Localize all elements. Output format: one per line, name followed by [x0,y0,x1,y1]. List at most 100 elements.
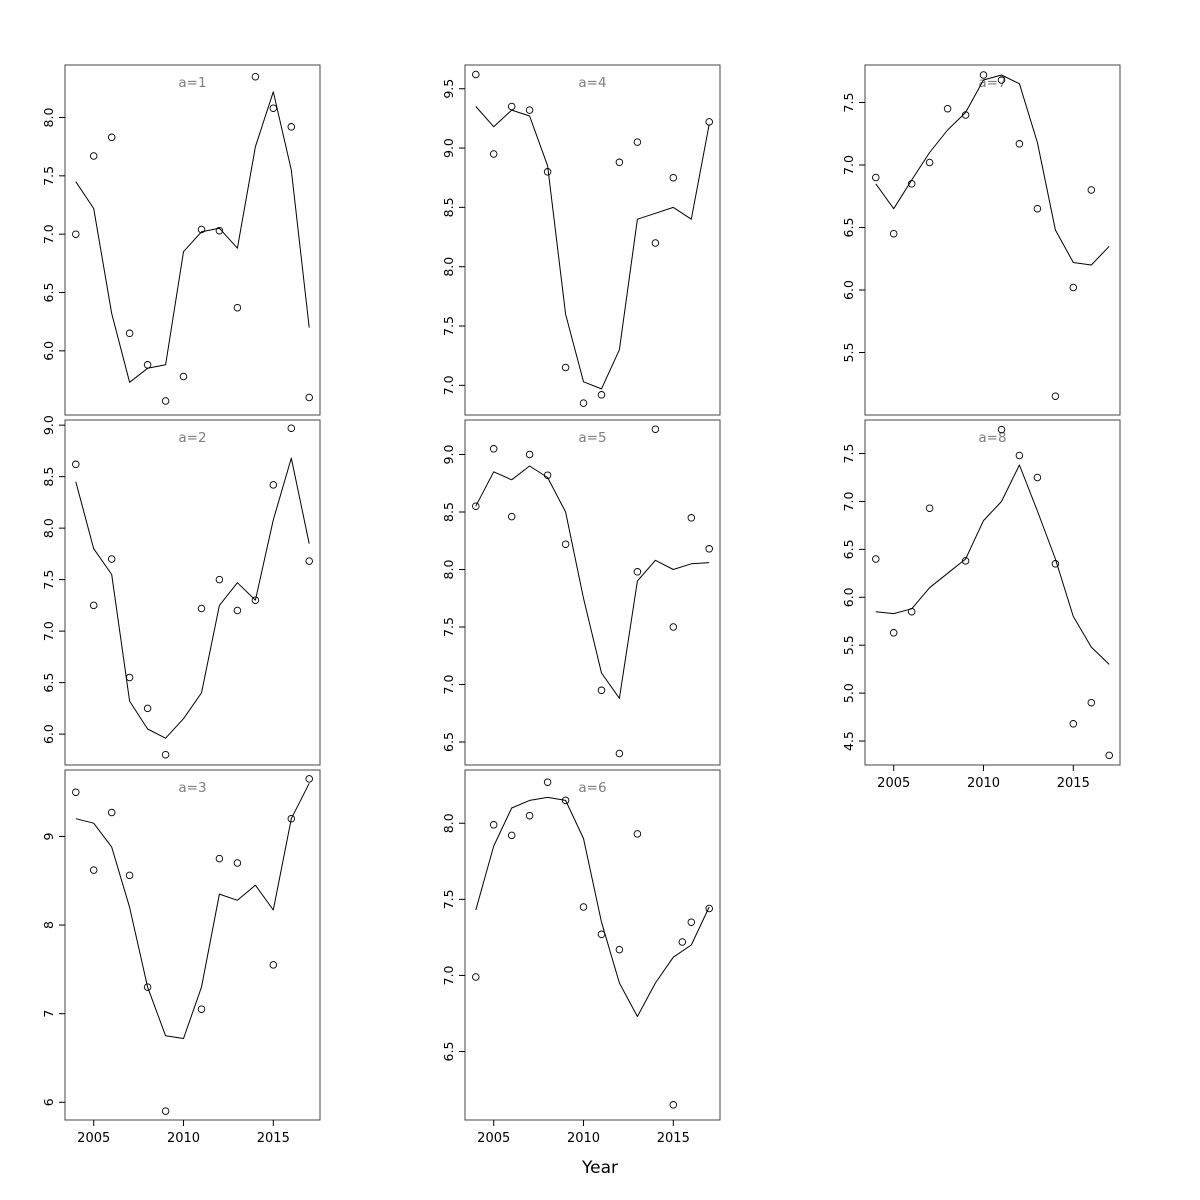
data-point [287,424,296,432]
data-point [1033,204,1042,213]
y-tick-label: 9.0 [441,138,456,158]
data-point [579,903,588,911]
data-point [543,471,552,479]
y-tick-label: 8.5 [441,502,456,522]
data-point [215,854,224,863]
data-point [597,930,606,939]
y-tick-label: 7 [41,1010,56,1018]
data-point [269,961,278,969]
y-tick-label: 7.5 [441,617,456,637]
panel-a4: a=4 7.0 7.5 8.0 8.5 9.0 9.5 [441,64,721,416]
data-point [1087,186,1096,194]
panel-a5: a=5 6.5 7.0 7.5 8.0 8.5 9.0 [441,419,721,766]
data-point [107,808,116,817]
y-tick-label: 7.5 [441,316,456,336]
trend-line [75,91,310,383]
data-point [1051,392,1060,400]
y-tick-label: 7.0 [441,675,456,695]
data-point [961,557,970,565]
trend-line [475,796,710,1017]
data-point [979,71,988,79]
y-tick-label: 8.0 [441,257,456,277]
data-point [943,104,952,113]
data-point [197,604,206,613]
data-point [489,821,498,829]
data-point [179,372,188,381]
x-axis-title: Year [582,1158,618,1178]
y-tick-label: 7.0 [441,375,456,395]
y-tick-label: 7.5 [441,889,456,909]
data-point [525,811,534,820]
x-tick-label: 2015 [1057,776,1090,791]
y-tick-label: 5.5 [841,635,856,655]
data-point [1069,720,1078,728]
y-tick-label: 9.5 [441,79,456,99]
trend-line [75,457,310,739]
data-point [1051,560,1060,568]
data-point [507,831,516,840]
panel-label: a=5 [578,430,606,446]
panel-a7: a=75.56.06.57.07.5 [841,64,1121,416]
data-point [597,686,606,695]
data-point [143,983,152,991]
data-point [597,391,606,399]
data-point [525,450,534,459]
data-point [72,230,80,238]
y-tick-label: 6.0 [41,724,56,744]
data-point [125,871,134,880]
data-point [305,393,313,402]
data-point [161,397,170,405]
data-point [525,106,534,114]
x-tick-label: 2010 [167,1131,200,1146]
data-point [1069,283,1078,292]
data-point [687,514,696,522]
data-point [472,70,480,79]
data-point [161,750,170,759]
y-tick-label: 9.0 [441,445,456,465]
data-point [107,133,116,142]
data-point [889,229,898,238]
panel-label: a=1 [178,75,206,91]
panel-a8: a=8 4.5 5.0 5.5 6.0 6.5 7.0 7.5 2005 2010 2015 [841,419,1121,791]
trend-line [75,783,310,1039]
panel-border [464,419,721,766]
data-point [215,575,224,584]
data-point [143,361,152,369]
y-tick-label: 6.0 [841,587,856,607]
data-point [233,606,242,615]
panel-label: a=4 [578,75,606,91]
data-point [215,226,224,235]
panel-border [864,419,1121,766]
y-tick-label: 7.0 [841,491,856,511]
x-tick-label: 2010 [967,776,1000,791]
panel-border [864,64,1121,416]
data-point [633,830,642,838]
data-point [543,778,552,786]
data-point [669,1101,678,1109]
panel-border [64,64,321,416]
y-tick-label: 8.5 [441,197,456,217]
y-tick-label: 6 [41,1098,56,1106]
y-tick-label: 7.0 [441,965,456,985]
data-point [72,788,80,796]
data-point [1015,451,1024,460]
data-point [233,303,242,312]
y-tick-label: 6.5 [841,539,856,559]
y-tick-label: 6.5 [441,732,456,752]
panel-a6: a=6 6.5 7.0 7.5 8.0 2005 2010 2015 [441,769,721,1146]
data-point [89,152,98,160]
data-point [269,481,278,489]
data-point [72,460,80,469]
data-point [925,158,934,167]
data-point [907,607,916,616]
data-point [287,814,296,823]
y-tick-label: 5.0 [841,683,856,703]
y-tick-label: 8.0 [441,560,456,580]
y-tick-label: 8.0 [441,813,456,833]
data-point [633,568,642,576]
panel-a2: a=2 6.0 6.5 7.0 7.5 8.0 8.5 9.0 [41,415,321,766]
data-point [89,601,98,610]
data-point [872,555,880,563]
